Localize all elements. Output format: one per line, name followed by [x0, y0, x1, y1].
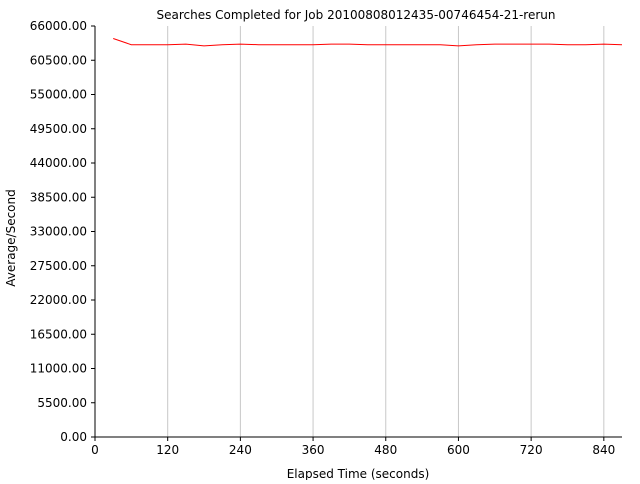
x-tick-label: 720: [520, 443, 543, 457]
series: [113, 38, 623, 47]
x-axis-ticks: 0 120 240 360 480 600 720 840: [91, 437, 615, 457]
x-tick-label: 120: [156, 443, 179, 457]
x-tick-label: 600: [447, 443, 470, 457]
y-tick-label: 0.00: [60, 430, 87, 444]
x-tick-label: 360: [302, 443, 325, 457]
y-tick-label: 38500.00: [30, 190, 87, 204]
y-tick-label: 44000.00: [30, 156, 87, 170]
x-tick-label: 480: [374, 443, 397, 457]
y-tick-label: 11000.00: [30, 362, 87, 376]
y-tick-label: 22000.00: [30, 293, 87, 307]
y-tick-label: 49500.00: [30, 122, 87, 136]
x-tick-label: 840: [592, 443, 615, 457]
chart-title: Searches Completed for Job 2010080801243…: [157, 8, 556, 22]
y-tick-label: 55000.00: [30, 88, 87, 102]
x-tick-label: 240: [229, 443, 252, 457]
y-tick-label: 16500.00: [30, 327, 87, 341]
y-tick-label: 27500.00: [30, 259, 87, 273]
y-axis-ticks: 0.00 5500.00 11000.00 16500.00 22000.00 27500…: [30, 19, 95, 444]
series-line: [113, 38, 623, 47]
axes: [94, 26, 622, 438]
y-tick-label: 60500.00: [30, 53, 87, 67]
y-tick-label: 33000.00: [30, 225, 87, 239]
x-tick-label: 0: [91, 443, 99, 457]
x-axis-label: Elapsed Time (seconds): [287, 467, 430, 480]
y-tick-label: 66000.00: [30, 19, 87, 33]
y-axis-label: Average/Second: [4, 189, 18, 286]
grid: [167, 26, 605, 437]
y-tick-label: 5500.00: [37, 396, 87, 410]
